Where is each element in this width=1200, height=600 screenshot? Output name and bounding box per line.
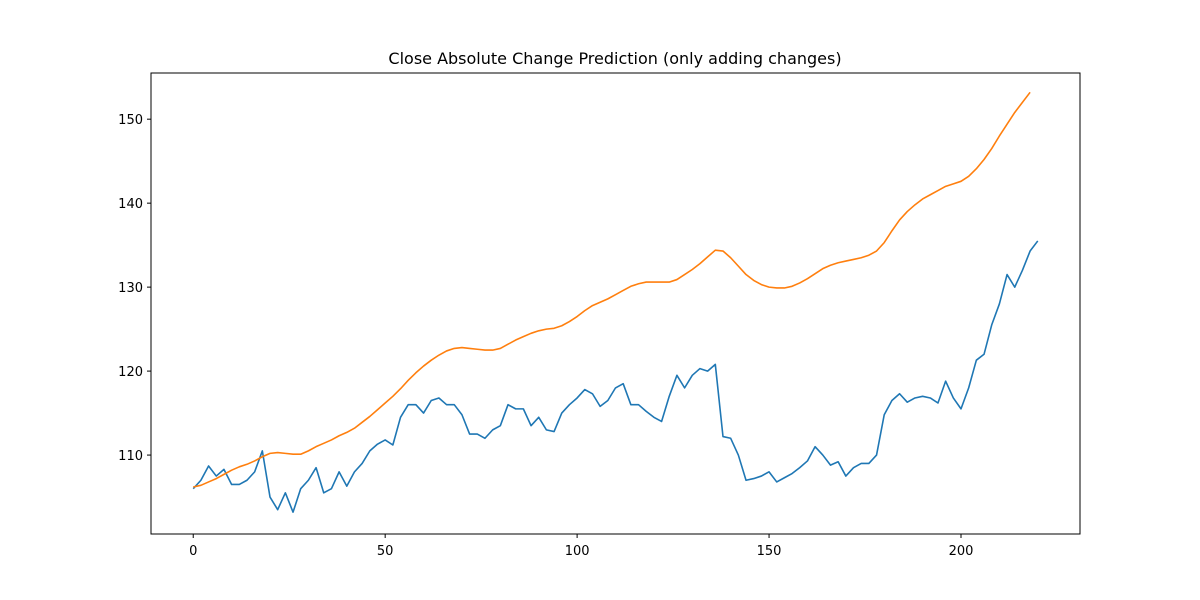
x-tick-label: 200 <box>949 544 974 559</box>
series-line <box>193 91 1031 488</box>
x-tick-label: 0 <box>189 544 197 559</box>
chart-title: Close Absolute Change Prediction (only a… <box>388 49 841 68</box>
x-tick-label: 50 <box>377 544 394 559</box>
y-tick-label: 120 <box>118 365 143 380</box>
x-tick-label: 100 <box>565 544 590 559</box>
y-tick-label: 150 <box>118 113 143 128</box>
y-tick-label: 110 <box>118 449 143 464</box>
y-tick-label: 130 <box>118 281 143 296</box>
x-tick-label: 150 <box>757 544 782 559</box>
axes-frame <box>150 72 1081 535</box>
series-line <box>192 240 1039 513</box>
y-tick-label: 140 <box>118 197 143 212</box>
